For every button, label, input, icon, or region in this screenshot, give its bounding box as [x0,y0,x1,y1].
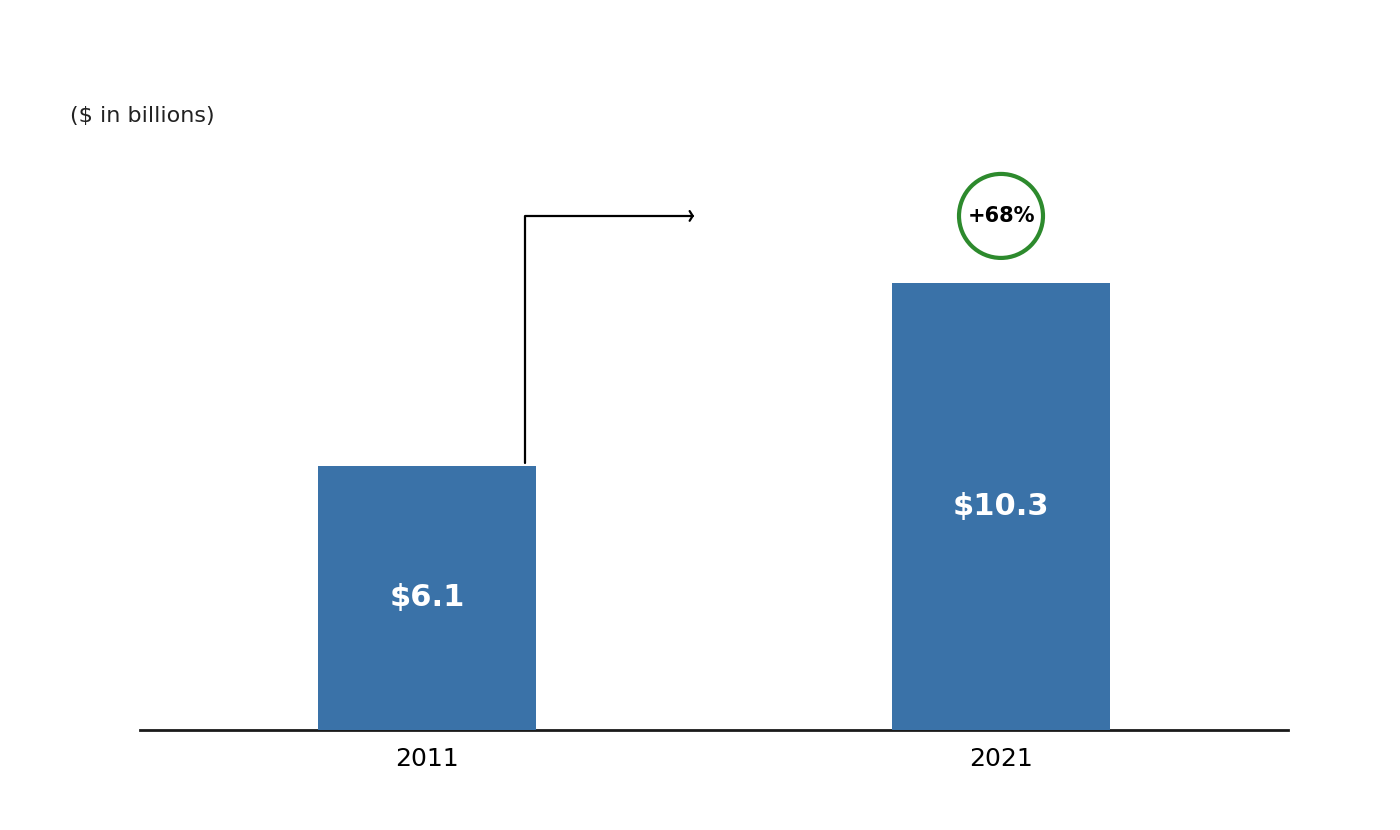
Text: ($ in billions): ($ in billions) [70,106,214,126]
Text: +68%: +68% [967,206,1035,226]
Text: $6.1: $6.1 [389,583,465,613]
Bar [892,283,1110,730]
Text: $10.3: $10.3 [953,492,1049,521]
Ellipse shape [959,174,1043,258]
Bar [318,466,536,730]
Text: FIRMWIDE PAYMENTS REVENUE: FIRMWIDE PAYMENTS REVENUE [35,27,550,55]
